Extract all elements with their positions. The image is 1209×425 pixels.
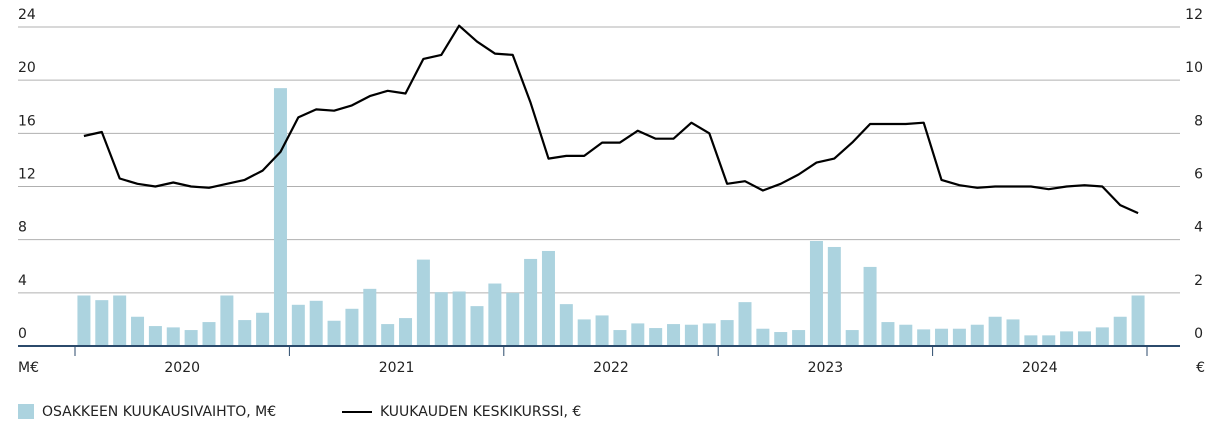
bar [345,308,359,346]
bar [952,328,966,346]
y-tick-label: 8 [18,220,27,236]
y2-tick-label: 4 [1194,220,1203,236]
bar [1095,327,1109,346]
bar [524,258,538,346]
y-tick-label: 12 [18,167,36,183]
bar [917,329,931,346]
y2-tick-label: 10 [1185,60,1203,76]
bar [970,324,984,346]
bar [131,316,145,346]
bar [256,312,270,346]
bar [684,324,698,346]
bar [363,288,377,346]
y2-tick-label: 8 [1194,113,1203,129]
bar [77,295,91,346]
bar [1042,335,1056,346]
legend-swatch [18,404,34,419]
y2-tick-label: 6 [1194,167,1203,183]
bar [220,295,234,346]
x-tick-label: 2023 [808,360,844,376]
y2-tick-label: 2 [1194,273,1203,289]
bar [541,250,555,346]
bar [613,330,627,346]
bar [291,304,305,346]
bar [1024,335,1038,346]
bar [649,328,663,346]
y-tick-label: 20 [18,60,36,76]
bar [1131,295,1145,346]
bar [809,240,823,346]
y-tick-label: 16 [18,113,36,129]
bar [506,292,520,346]
bar [702,323,716,346]
bar [827,246,841,346]
bar [1006,319,1020,346]
bar [845,330,859,346]
bar [792,330,806,346]
bar [1113,316,1127,346]
bar [935,328,949,346]
bar [559,304,573,346]
bar [881,322,895,346]
bar [720,320,734,346]
legend-label: OSAKKEEN KUUKAUSIVAIHTO, M€ [42,404,276,420]
bar [756,328,770,346]
bar [452,291,466,346]
bar [202,322,216,346]
bar [238,320,252,346]
bar [327,320,341,346]
bar [309,300,323,346]
bar [470,306,484,346]
bar [434,292,448,346]
bar [774,332,788,346]
bar [1077,331,1091,346]
bar [166,327,180,346]
bar [988,316,1002,346]
x-tick-label: 2022 [593,360,629,376]
x-tick-label: 2021 [379,360,415,376]
y-tick-label: 24 [18,7,36,23]
bar [148,326,162,346]
bar [416,259,430,346]
bar [899,324,913,346]
bar [95,300,109,346]
y2-tick-label: 12 [1185,7,1203,23]
bar [381,324,395,346]
bar [399,318,413,346]
bar [113,295,127,346]
bar [631,323,645,346]
bar [184,330,198,346]
bar [488,283,502,346]
y-tick-label: 4 [18,273,27,289]
bar [863,266,877,346]
bar [738,302,752,346]
y-tick-label: 0 [18,326,27,342]
bar [1060,331,1074,346]
y2-tick-label: 0 [1194,326,1203,342]
bar [667,324,681,346]
x-tick-label: 2024 [1022,360,1058,376]
legend-label: KUUKAUDEN KESKIKURSSI, € [380,404,581,420]
y-axis-unit: M€ [18,360,39,376]
bar [273,88,287,347]
bar [595,315,609,346]
legend: OSAKKEEN KUUKAUSIVAIHTO, M€ KUUKAUDEN KE… [18,404,581,420]
x-tick-label: 2020 [164,360,200,376]
bar [577,319,591,346]
y2-axis-unit: € [1196,360,1205,376]
line [83,24,1139,215]
